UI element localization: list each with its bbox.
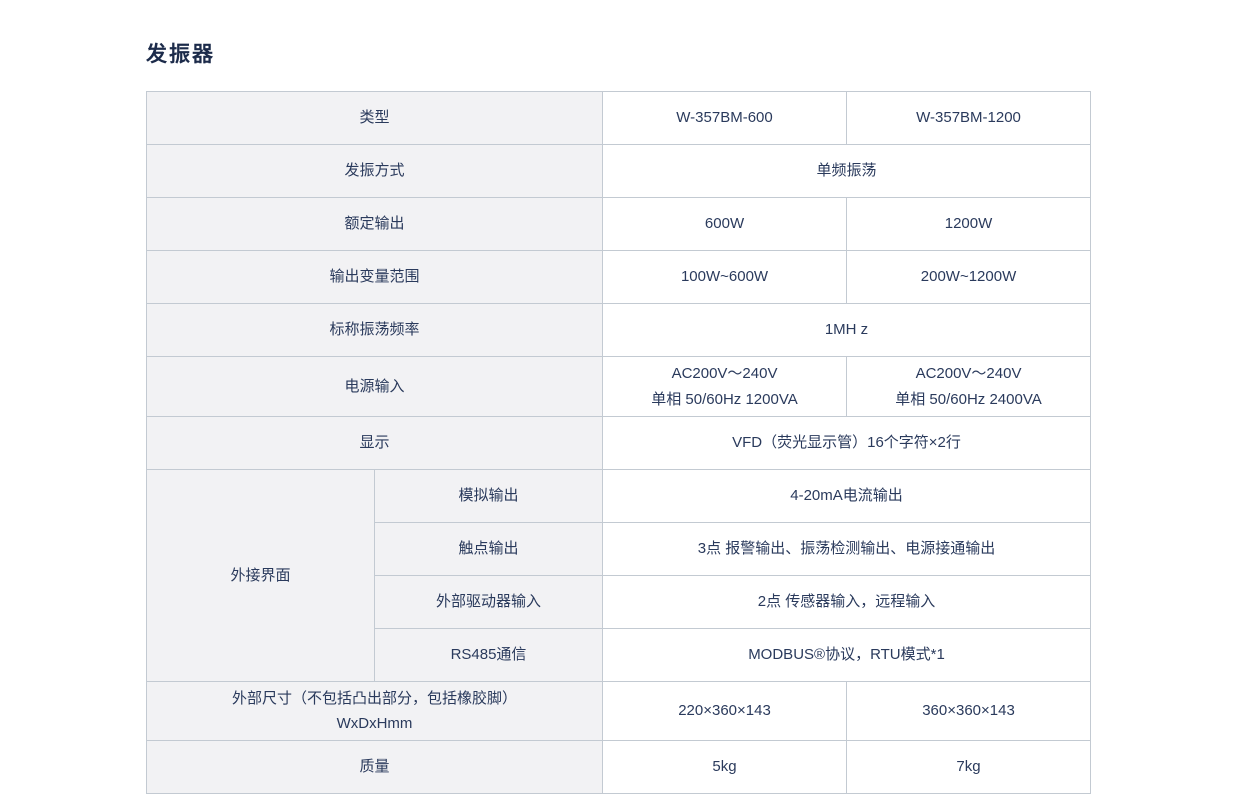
dimensions-value-model2: 360×360×143 xyxy=(846,681,1092,741)
output-range-value-model2: 200W~1200W xyxy=(846,250,1092,304)
display-value: VFD（荧光显示管）16个字符×2行 xyxy=(602,416,1092,470)
spec-row-power-input: 电源输入 AC200V～240V 单相 50/60Hz 1200VA AC200… xyxy=(145,356,1092,417)
row-label-type: 类型 xyxy=(145,91,604,145)
spec-row-output-range: 输出变量范围 100W~600W 200W~1200W xyxy=(145,250,1092,304)
type-value-model1: W-357BM-600 xyxy=(602,91,848,145)
output-range-value-model1: 100W~600W xyxy=(602,250,848,304)
dimensions-value-model1: 220×360×143 xyxy=(602,681,848,741)
contact-output-value: 3点 报警输出、振荡检测输出、电源接通输出 xyxy=(602,522,1092,576)
oscillation-method-value: 单频振荡 xyxy=(602,144,1092,198)
row-label-nominal-frequency: 标称振荡频率 xyxy=(145,303,604,357)
spec-row-external-driver-input: 外部驱动器输入 2点 传感器输入，远程输入 xyxy=(147,575,1092,629)
row-label-output-range: 输出变量范围 xyxy=(145,250,604,304)
row-label-contact-output: 触点输出 xyxy=(373,522,604,576)
mass-value-model1: 5kg xyxy=(602,740,848,794)
row-label-oscillation-method: 发振方式 xyxy=(145,144,604,198)
row-label-power-input: 电源输入 xyxy=(145,356,604,417)
spec-row-rated-output: 额定输出 600W 1200W xyxy=(145,197,1092,251)
type-value-model2: W-357BM-1200 xyxy=(846,91,1092,145)
spec-row-rs485: RS485通信 MODBUS®协议，RTU模式*1 xyxy=(147,628,1092,682)
row-label-external-interface: 外接界面 xyxy=(146,469,375,682)
nominal-frequency-value: 1MH z xyxy=(602,303,1092,357)
power-input-model1-line1: AC200V～240V xyxy=(671,365,778,382)
row-label-rated-output: 额定输出 xyxy=(145,197,604,251)
rs485-value: MODBUS®协议，RTU模式*1 xyxy=(602,628,1092,682)
rated-output-value-model1: 600W xyxy=(602,197,848,251)
spec-row-dimensions: 外部尺寸（不包括凸出部分，包括橡胶脚） WxDxHmm 220×360×143 … xyxy=(145,681,1092,741)
mass-value-model2: 7kg xyxy=(846,740,1092,794)
row-label-display: 显示 xyxy=(145,416,604,470)
row-label-analog-output: 模拟输出 xyxy=(373,469,604,523)
spec-row-analog-output: 外接界面 模拟输出 4-20mA电流输出 xyxy=(146,469,1092,682)
page-title: 发振器 xyxy=(146,43,215,66)
power-input-model2-line1: AC200V～240V xyxy=(915,365,1022,382)
power-input-value-model1: AC200V～240V 单相 50/60Hz 1200VA xyxy=(602,356,848,417)
spec-row-display: 显示 VFD（荧光显示管）16个字符×2行 xyxy=(145,416,1092,470)
row-label-dimensions: 外部尺寸（不包括凸出部分，包括橡胶脚） WxDxHmm xyxy=(145,681,604,741)
spec-row-mass: 质量 5kg 7kg xyxy=(145,740,1092,794)
rated-output-value-model2: 1200W xyxy=(846,197,1092,251)
spec-row-oscillation-method: 发振方式 单频振荡 xyxy=(145,144,1092,198)
spec-row-contact-output: 触点输出 3点 报警输出、振荡检测输出、电源接通输出 xyxy=(147,522,1092,576)
spec-row-type: 类型 W-357BM-600 W-357BM-1200 xyxy=(145,91,1092,145)
row-label-mass: 质量 xyxy=(145,740,604,794)
dimensions-label-line1: 外部尺寸（不包括凸出部分，包括橡胶脚） xyxy=(232,689,518,707)
analog-output-value: 4-20mA电流输出 xyxy=(602,469,1092,523)
dimensions-label-line2: WxDxHmm xyxy=(336,715,413,732)
row-label-external-driver-input: 外部驱动器输入 xyxy=(373,575,604,629)
row-label-rs485: RS485通信 xyxy=(373,628,604,682)
power-input-value-model2: AC200V～240V 单相 50/60Hz 2400VA xyxy=(846,356,1092,417)
spec-row-nominal-frequency: 标称振荡频率 1MH z xyxy=(145,303,1092,357)
external-driver-input-value: 2点 传感器输入，远程输入 xyxy=(602,575,1092,629)
power-input-model2-line2: 单相 50/60Hz 2400VA xyxy=(895,390,1042,408)
spec-table: 类型 W-357BM-600 W-357BM-1200 发振方式 单频振荡 额定… xyxy=(145,91,1092,794)
power-input-model1-line2: 单相 50/60Hz 1200VA xyxy=(651,390,798,408)
